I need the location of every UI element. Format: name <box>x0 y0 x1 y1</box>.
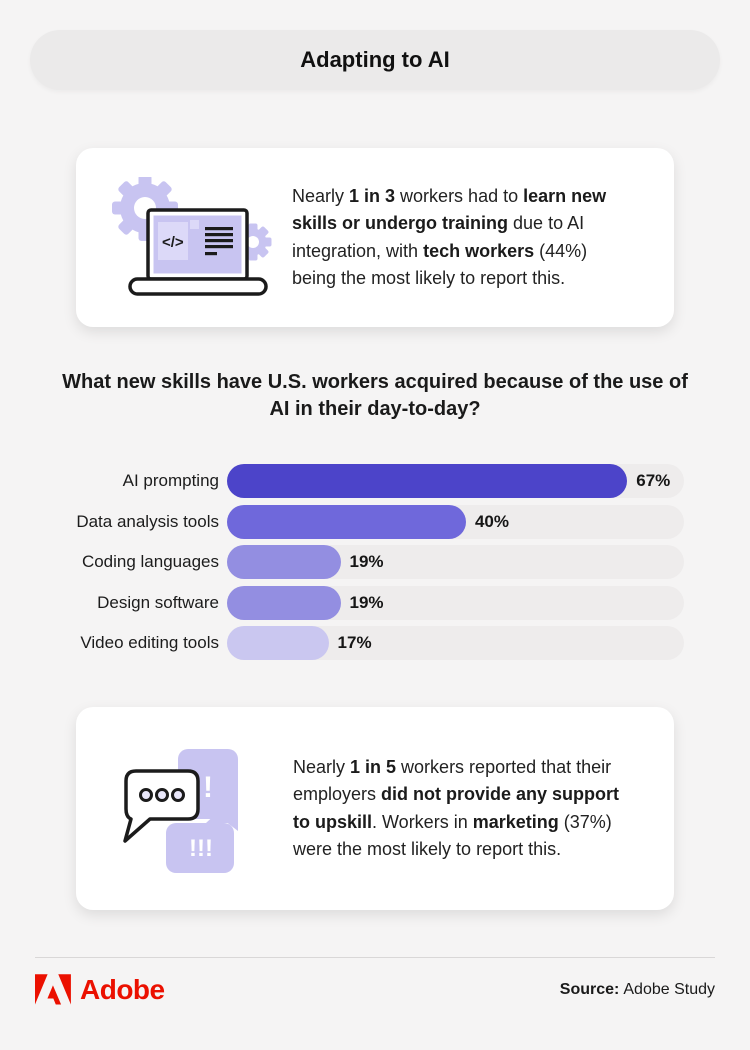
bar <box>227 504 466 539</box>
text-segment: (37%) were the most likely to report thi… <box>293 811 612 860</box>
bar-label: Video editing tools <box>80 633 219 652</box>
bar <box>227 585 341 620</box>
bar-track: 17% <box>227 626 684 660</box>
bar-track: 67% <box>227 464 684 498</box>
svg-text:!: ! <box>203 771 213 804</box>
chart-row: Design software 19% <box>64 585 750 620</box>
bar <box>227 626 329 660</box>
svg-text:</>: </> <box>162 234 184 251</box>
bar-label: Data analysis tools <box>76 511 219 531</box>
bar-value-label: 67% <box>636 471 671 490</box>
bar-value-label: 17% <box>337 633 372 652</box>
text-segment: due to AI integration, with <box>292 213 585 261</box>
text-bold-segment: learn new skills or undergo training <box>292 185 607 234</box>
source-label: Source: <box>559 981 620 998</box>
chart-title: What new skills have U.S. workers acquir… <box>62 371 688 420</box>
bar-value-label: 19% <box>349 592 384 612</box>
stat-text-training: Nearly 1 in 3 workers had to learn new s… <box>292 183 662 293</box>
text-segment: workers had to <box>395 185 524 206</box>
stat-card-training: </> Nearly 1 in 3 workers had to learn n… <box>76 148 674 327</box>
chart-row: Coding languages 19% <box>64 545 750 579</box>
infographic-page: Adapting to AI <box>0 30 750 1009</box>
svg-text:!!!: !!! <box>189 835 213 862</box>
chart-row: AI prompting 67% <box>64 464 750 498</box>
bar-label: AI prompting <box>122 471 219 490</box>
bar-chart-rows: AI prompting 67% Data analysis tools 40% Cod… <box>0 464 750 660</box>
text-bold-segment: 1 in 5 <box>350 756 397 777</box>
bar-label: Coding languages <box>81 552 219 571</box>
adobe-wordmark: Adobe <box>80 974 165 1005</box>
bar-value-label: 19% <box>349 552 384 571</box>
chat-bubbles-icon: ! !!! <box>116 741 256 876</box>
bar-label: Design software <box>97 592 219 612</box>
page-title: Adapting to AI <box>300 47 450 72</box>
laptop-code-gears-icon: </> <box>112 174 282 299</box>
page-title-pill: Adapting to AI <box>30 30 720 90</box>
text-segment: . Workers in <box>372 811 473 832</box>
text-bold-segment: 1 in 3 <box>349 185 396 206</box>
bar-track: 19% <box>227 585 684 620</box>
text-bold-segment: marketing <box>472 811 559 832</box>
source-text: Adobe Study <box>623 981 715 998</box>
stat-card-support: ! !!! Nearly 1 in 5 workers reported tha… <box>76 707 674 910</box>
bar-value-label: 40% <box>474 511 509 531</box>
text-segment: Nearly <box>293 756 351 777</box>
adobe-logo-icon <box>35 974 71 1005</box>
bar-track: 40% <box>227 504 684 539</box>
bar <box>227 545 341 579</box>
adobe-logo: Adobe <box>35 974 165 1006</box>
bar-track: 19% <box>227 545 684 579</box>
footer: Adobe Source: Adobe Study <box>0 957 750 1009</box>
text-segment: workers reported that their employers <box>293 756 612 805</box>
source-credit: Source: Adobe Study <box>560 981 715 999</box>
stat-text-support: Nearly 1 in 5 workers reported that thei… <box>293 754 663 864</box>
text-bold-segment: tech workers <box>423 240 535 261</box>
text-segment: Nearly <box>292 185 350 206</box>
chart-row: Data analysis tools 40% <box>64 504 750 539</box>
bar-chart: AI prompting 67% Data analysis tools 40% Cod… <box>0 464 750 660</box>
chart-row: Video editing tools 17% <box>64 626 750 660</box>
text-segment: (44%) being the most likely to report th… <box>292 240 588 289</box>
text-bold-segment: did not provide any support to upskill <box>293 784 620 832</box>
bar <box>227 464 628 498</box>
footer-divider <box>35 957 715 958</box>
